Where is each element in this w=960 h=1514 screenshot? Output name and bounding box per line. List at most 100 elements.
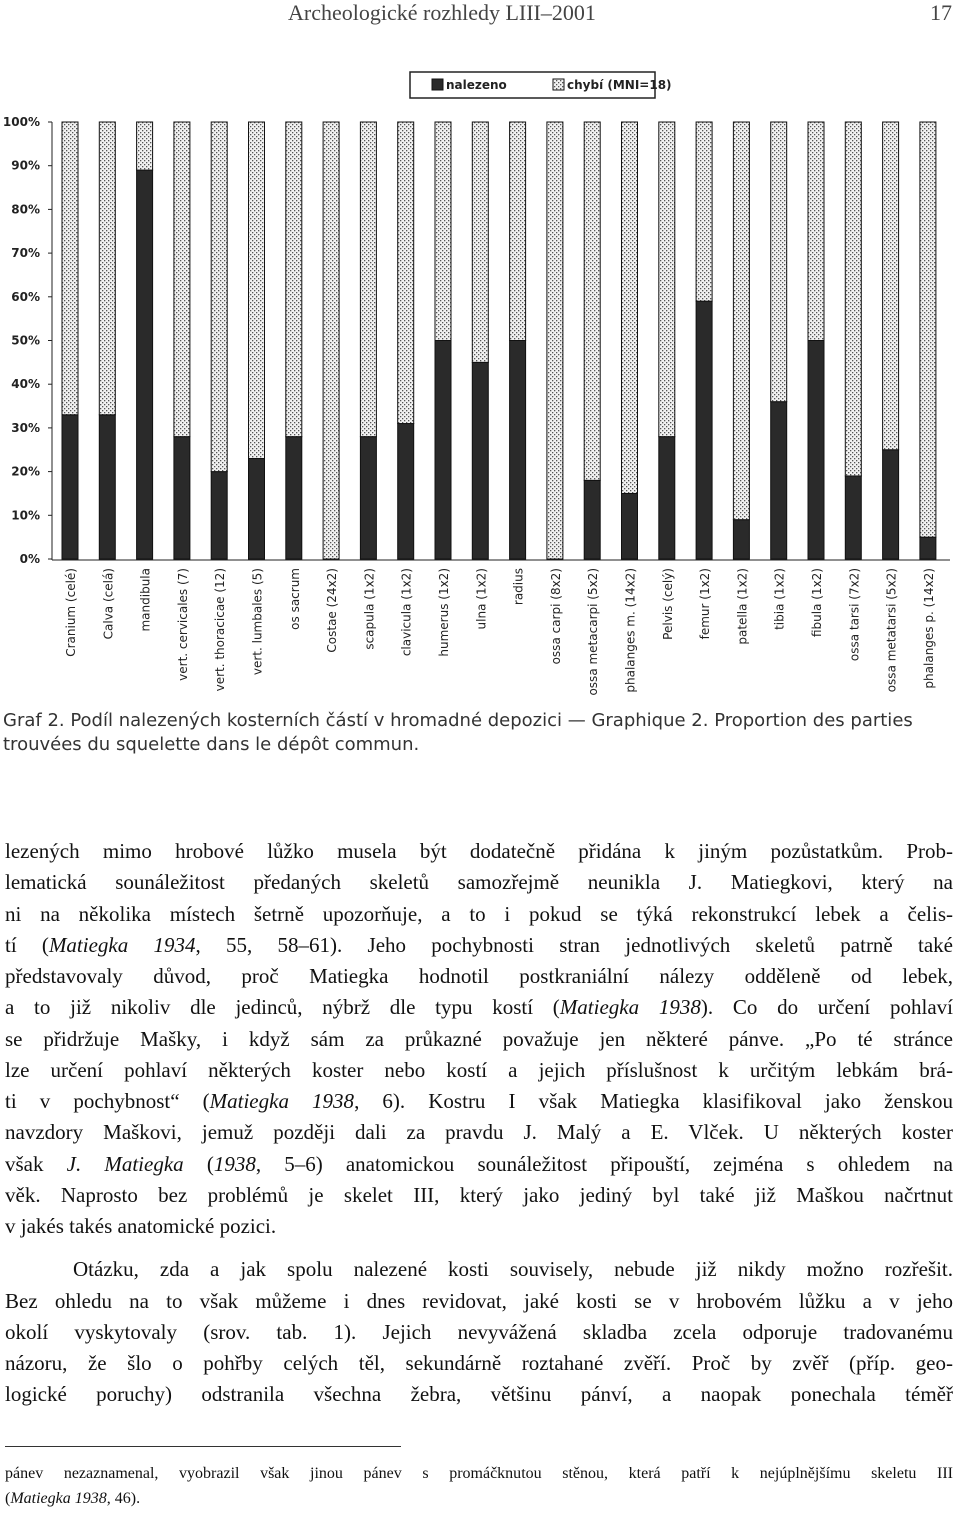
text-run: okolí vyskytovaly (srov. tab. 1). Jejich… [5, 1319, 953, 1344]
body-line: však J. Matiegka (1938, 5–6) anatomickou… [5, 1151, 953, 1177]
citation: Matiegka 1938 [559, 995, 701, 1020]
bar-segment [546, 121, 564, 560]
bar-segment [397, 121, 415, 425]
chart: 0% 10% 20% 30% 40% 50% 60% 70% 80% 90% 100% Cranium… [3, 71, 950, 696]
legend-label: nalezeno [446, 78, 507, 92]
x-tick-label: fibula (1x2) [810, 568, 824, 637]
citation: Matiegka 1938 [10, 1490, 107, 1507]
x-tick-label: vert. cervicales (7) [176, 568, 190, 681]
y-tick-label: 40% [11, 377, 40, 391]
x-tick-label: ossa metatarsi (5x2) [885, 568, 899, 692]
bar-segment [322, 121, 340, 560]
legend-swatch [431, 78, 444, 91]
citation: J. Matiegka [66, 1151, 184, 1176]
text-run: Bez ohledu na to však můžeme i dnes revi… [5, 1288, 953, 1313]
body-line: a to již nikoliv dle jedinců, nýbrž dle … [5, 994, 953, 1020]
text-run: lezených mimo hrobové lůžko musela být d… [5, 839, 953, 863]
bar-segment [359, 436, 377, 560]
bar-segment [732, 121, 750, 521]
x-tick-label: radius [512, 568, 526, 605]
y-tick-label: 80% [11, 202, 40, 216]
bar-segment [695, 121, 713, 302]
text-run: názoru, že šlo o pohřby celých těl, seku… [5, 1351, 953, 1375]
y-tick-label: 20% [11, 465, 40, 479]
text-run: , 55, 58–61). Jeho pochybnosti stran jed… [195, 932, 953, 957]
bar-segment [173, 436, 191, 560]
body-line: logické poruchy) odstranila všechna žebr… [5, 1381, 953, 1407]
x-tick-label: vert. thoracicae (12) [213, 568, 227, 691]
text-run: věk. Naprosto bez problémů je skelet III… [5, 1182, 953, 1207]
y-tick-label: 50% [11, 334, 40, 348]
bar-segment [882, 449, 900, 560]
body-line: představovaly důvod, proč Matiegka hodno… [5, 963, 953, 989]
bar-segment [285, 436, 303, 560]
footnote-line: pánev nezaznamenal, vyobrazil však jinou… [5, 1464, 953, 1484]
x-tick-label: phalanges m. (14x2) [624, 568, 638, 693]
x-tick-label: Pelvis (celý) [661, 568, 675, 640]
x-tick-label: ossa carpi (8x2) [549, 568, 563, 664]
text-run: ). Co do určení pohlaví [700, 995, 953, 1020]
x-tick-label: ossa tarsi (7x2) [847, 568, 861, 661]
bar-segment [621, 121, 638, 494]
bar-segment [844, 475, 862, 560]
bar-segment [285, 121, 303, 438]
body-line: lezených mimo hrobové lůžko musela být d… [5, 838, 953, 864]
text-run: však [5, 1151, 67, 1176]
text-run: logické poruchy) odstranila všechna žebr… [5, 1382, 953, 1407]
body-line: okolí vyskytovaly (srov. tab. 1). Jejich… [5, 1319, 953, 1345]
body-line: tí (Matiegka 1934, 55, 58–61). Jeho poch… [5, 932, 953, 958]
bar-segment [61, 121, 79, 416]
y-tick-label: 100% [3, 115, 40, 129]
text-run: v jakés takés anatomické pozici. [5, 1214, 277, 1238]
bar-segment [136, 121, 154, 171]
bar-segment [471, 121, 489, 363]
body-line: lematická sounáležitost předaných skelet… [5, 869, 953, 895]
footnote-line: (Matiegka 1938, 46). [5, 1489, 953, 1509]
x-tick-label: clavicula (1x2) [400, 568, 414, 656]
bar-segment [173, 121, 191, 438]
body-line: v jakés takés anatomické pozici. [5, 1213, 953, 1239]
x-tick-label: phalanges p. (14x2) [922, 568, 936, 689]
bar-segment [248, 121, 265, 459]
footnote-rule [5, 1446, 401, 1447]
citation: Matiegka 1934 [48, 932, 196, 957]
bar-segment [471, 361, 489, 560]
legend-box [409, 71, 656, 99]
text-run: ( [5, 1490, 11, 1507]
bar-segment [210, 121, 228, 473]
y-tick-label: 30% [11, 421, 40, 435]
bar-segment [807, 121, 825, 341]
body-line: ti v pochybnost“ (Matiegka 1938, 6). Kos… [5, 1088, 953, 1114]
text-run: , 46). [106, 1490, 141, 1507]
bar-segment [919, 121, 937, 538]
bar-segment [807, 340, 825, 560]
text-run: ti v pochybnost“ ( [5, 1089, 210, 1113]
bar-segment [98, 121, 116, 416]
citation: 1938 [213, 1151, 256, 1176]
y-tick-label: 60% [11, 290, 40, 304]
bar-segment [882, 121, 900, 451]
body-line: věk. Naprosto bez problémů je skelet III… [5, 1182, 953, 1208]
legend-label: chybí (MNI=18) [567, 78, 672, 92]
caption-line: Graf 2. Podíl nalezených kosterních část… [3, 710, 913, 731]
body-line: Bez ohledu na to však můžeme i dnes revi… [5, 1288, 953, 1314]
x-tick-label: tibia (1x2) [773, 568, 787, 630]
bar-segment [61, 414, 79, 560]
x-tick-label: patella (1x2) [735, 568, 749, 645]
x-tick-label: Cranium (celé) [64, 568, 78, 657]
bar-segment [509, 121, 527, 341]
bar-segment [583, 479, 601, 560]
x-tick-label: ulna (1x2) [474, 568, 488, 629]
text-run: pánev nezaznamenal, vyobrazil však jinou… [5, 1465, 953, 1482]
x-tick-label: Calva (celá) [101, 568, 115, 639]
bar-segment [844, 121, 862, 477]
text-run: Otázku, zda a jak spolu nalezené kosti s… [73, 1257, 953, 1282]
body-line: Otázku, zda a jak spolu nalezené kosti s… [73, 1256, 953, 1282]
bar-segment [919, 536, 937, 560]
x-tick-label: vert. lumbales (5) [251, 568, 265, 675]
bar-segment [248, 457, 265, 560]
y-tick-label: 90% [11, 159, 40, 173]
legend-swatch [552, 78, 565, 91]
text-run: lematická sounáležitost předaných skelet… [5, 870, 953, 895]
